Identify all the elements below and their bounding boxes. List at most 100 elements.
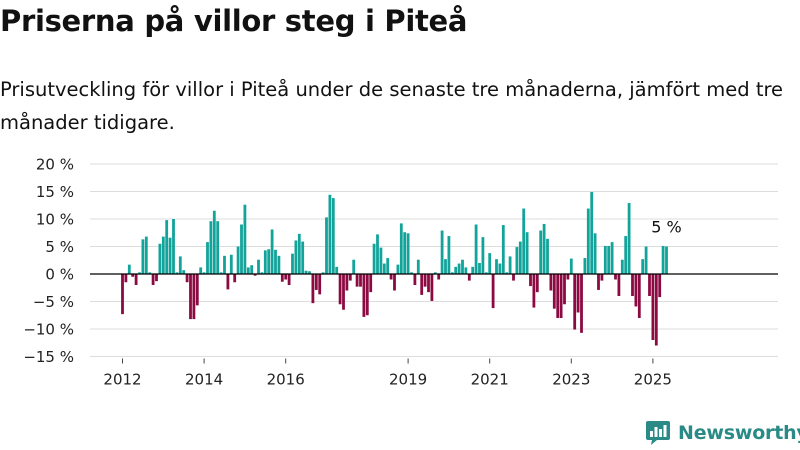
- bar: [240, 224, 243, 274]
- bar: [226, 274, 230, 290]
- bar: [661, 245, 665, 274]
- bar: [631, 274, 634, 296]
- bar: [617, 274, 621, 296]
- bar: [338, 274, 342, 305]
- bar: [195, 274, 199, 306]
- bar: [168, 237, 172, 274]
- bar: [433, 272, 437, 274]
- bar: [539, 230, 543, 274]
- bar: [325, 217, 328, 274]
- bar: [491, 274, 495, 309]
- bar: [352, 259, 356, 274]
- bar: [345, 274, 349, 291]
- y-tick-label: −15 %: [23, 348, 74, 366]
- y-tick-label: 15 %: [36, 183, 74, 201]
- bar: [379, 247, 383, 274]
- bar: [508, 256, 512, 274]
- bar: [206, 242, 209, 274]
- bar: [603, 245, 607, 274]
- bar: [481, 237, 485, 274]
- bar: [597, 274, 600, 290]
- bar: [144, 236, 148, 274]
- x-tick-label: 2012: [103, 371, 141, 389]
- bar: [219, 272, 223, 274]
- bar-chart: 20 % 15 % 10 % 5 % 0 % −5 % −10 % −15 % 2012 2014…: [23, 156, 778, 389]
- bar: [420, 274, 424, 295]
- bar: [416, 259, 420, 274]
- newsworthy-brand[interactable]: Newsworthy: [645, 418, 800, 448]
- bar: [182, 270, 186, 274]
- bar: [284, 274, 288, 280]
- bar: [515, 247, 519, 274]
- bar: [461, 259, 464, 274]
- bar: [355, 274, 359, 287]
- bar: [648, 274, 651, 296]
- bar: [505, 272, 509, 274]
- bar: [484, 272, 488, 274]
- chart-title: Priserna på villor steg i Piteå: [0, 4, 468, 38]
- bar: [393, 274, 396, 291]
- y-tick-label: 20 %: [36, 156, 74, 174]
- bar: [634, 274, 638, 307]
- bar: [212, 210, 216, 274]
- gridlines: [90, 163, 778, 357]
- bar: [369, 274, 373, 293]
- bar: [658, 274, 662, 298]
- bar: [389, 274, 393, 280]
- bar: [229, 254, 233, 274]
- bar-chart-logo-icon: [646, 421, 670, 445]
- bar: [624, 236, 628, 274]
- bar: [556, 274, 560, 318]
- bar: [155, 274, 158, 282]
- bar: [223, 255, 226, 274]
- bar: [376, 234, 379, 274]
- brand-name: Newsworthy: [678, 422, 800, 444]
- bar: [301, 241, 305, 274]
- bar: [216, 221, 220, 274]
- bar: [178, 256, 182, 274]
- bar: [362, 274, 366, 317]
- bar: [243, 204, 247, 274]
- bar: [488, 253, 492, 274]
- bar: [532, 274, 536, 308]
- x-tick-label: 2016: [267, 371, 305, 389]
- bar: [654, 274, 658, 346]
- bar: [563, 274, 566, 305]
- bar: [644, 246, 648, 274]
- bar: [651, 274, 655, 340]
- axes: [90, 273, 778, 364]
- bar: [165, 220, 169, 274]
- bar: [427, 274, 430, 293]
- bar: [529, 274, 532, 287]
- bar: [498, 263, 502, 274]
- bar: [263, 250, 267, 274]
- bar: [342, 274, 345, 310]
- bar: [423, 274, 427, 287]
- bar: [365, 274, 369, 316]
- bar: [382, 263, 386, 274]
- bar: [318, 274, 322, 295]
- bar: [321, 272, 325, 274]
- bar: [308, 271, 311, 274]
- x-tick-label: 2021: [471, 371, 509, 389]
- bar: [175, 272, 179, 274]
- bar: [121, 274, 124, 315]
- bar: [430, 274, 434, 301]
- bar: [518, 241, 522, 274]
- bar: [447, 236, 451, 274]
- bar: [291, 253, 294, 274]
- bar: [158, 243, 162, 274]
- x-tick-label: 2014: [185, 371, 223, 389]
- bar: [294, 240, 298, 274]
- bar: [131, 274, 135, 277]
- bar: [535, 274, 539, 293]
- bar: [141, 239, 145, 274]
- bar: [399, 223, 403, 274]
- y-tick-label: 10 %: [36, 211, 74, 229]
- bar: [471, 266, 475, 274]
- bars: [121, 192, 668, 346]
- y-tick-label: 5 %: [45, 238, 74, 256]
- bar: [501, 225, 505, 274]
- bar: [580, 274, 583, 333]
- bar: [576, 274, 580, 313]
